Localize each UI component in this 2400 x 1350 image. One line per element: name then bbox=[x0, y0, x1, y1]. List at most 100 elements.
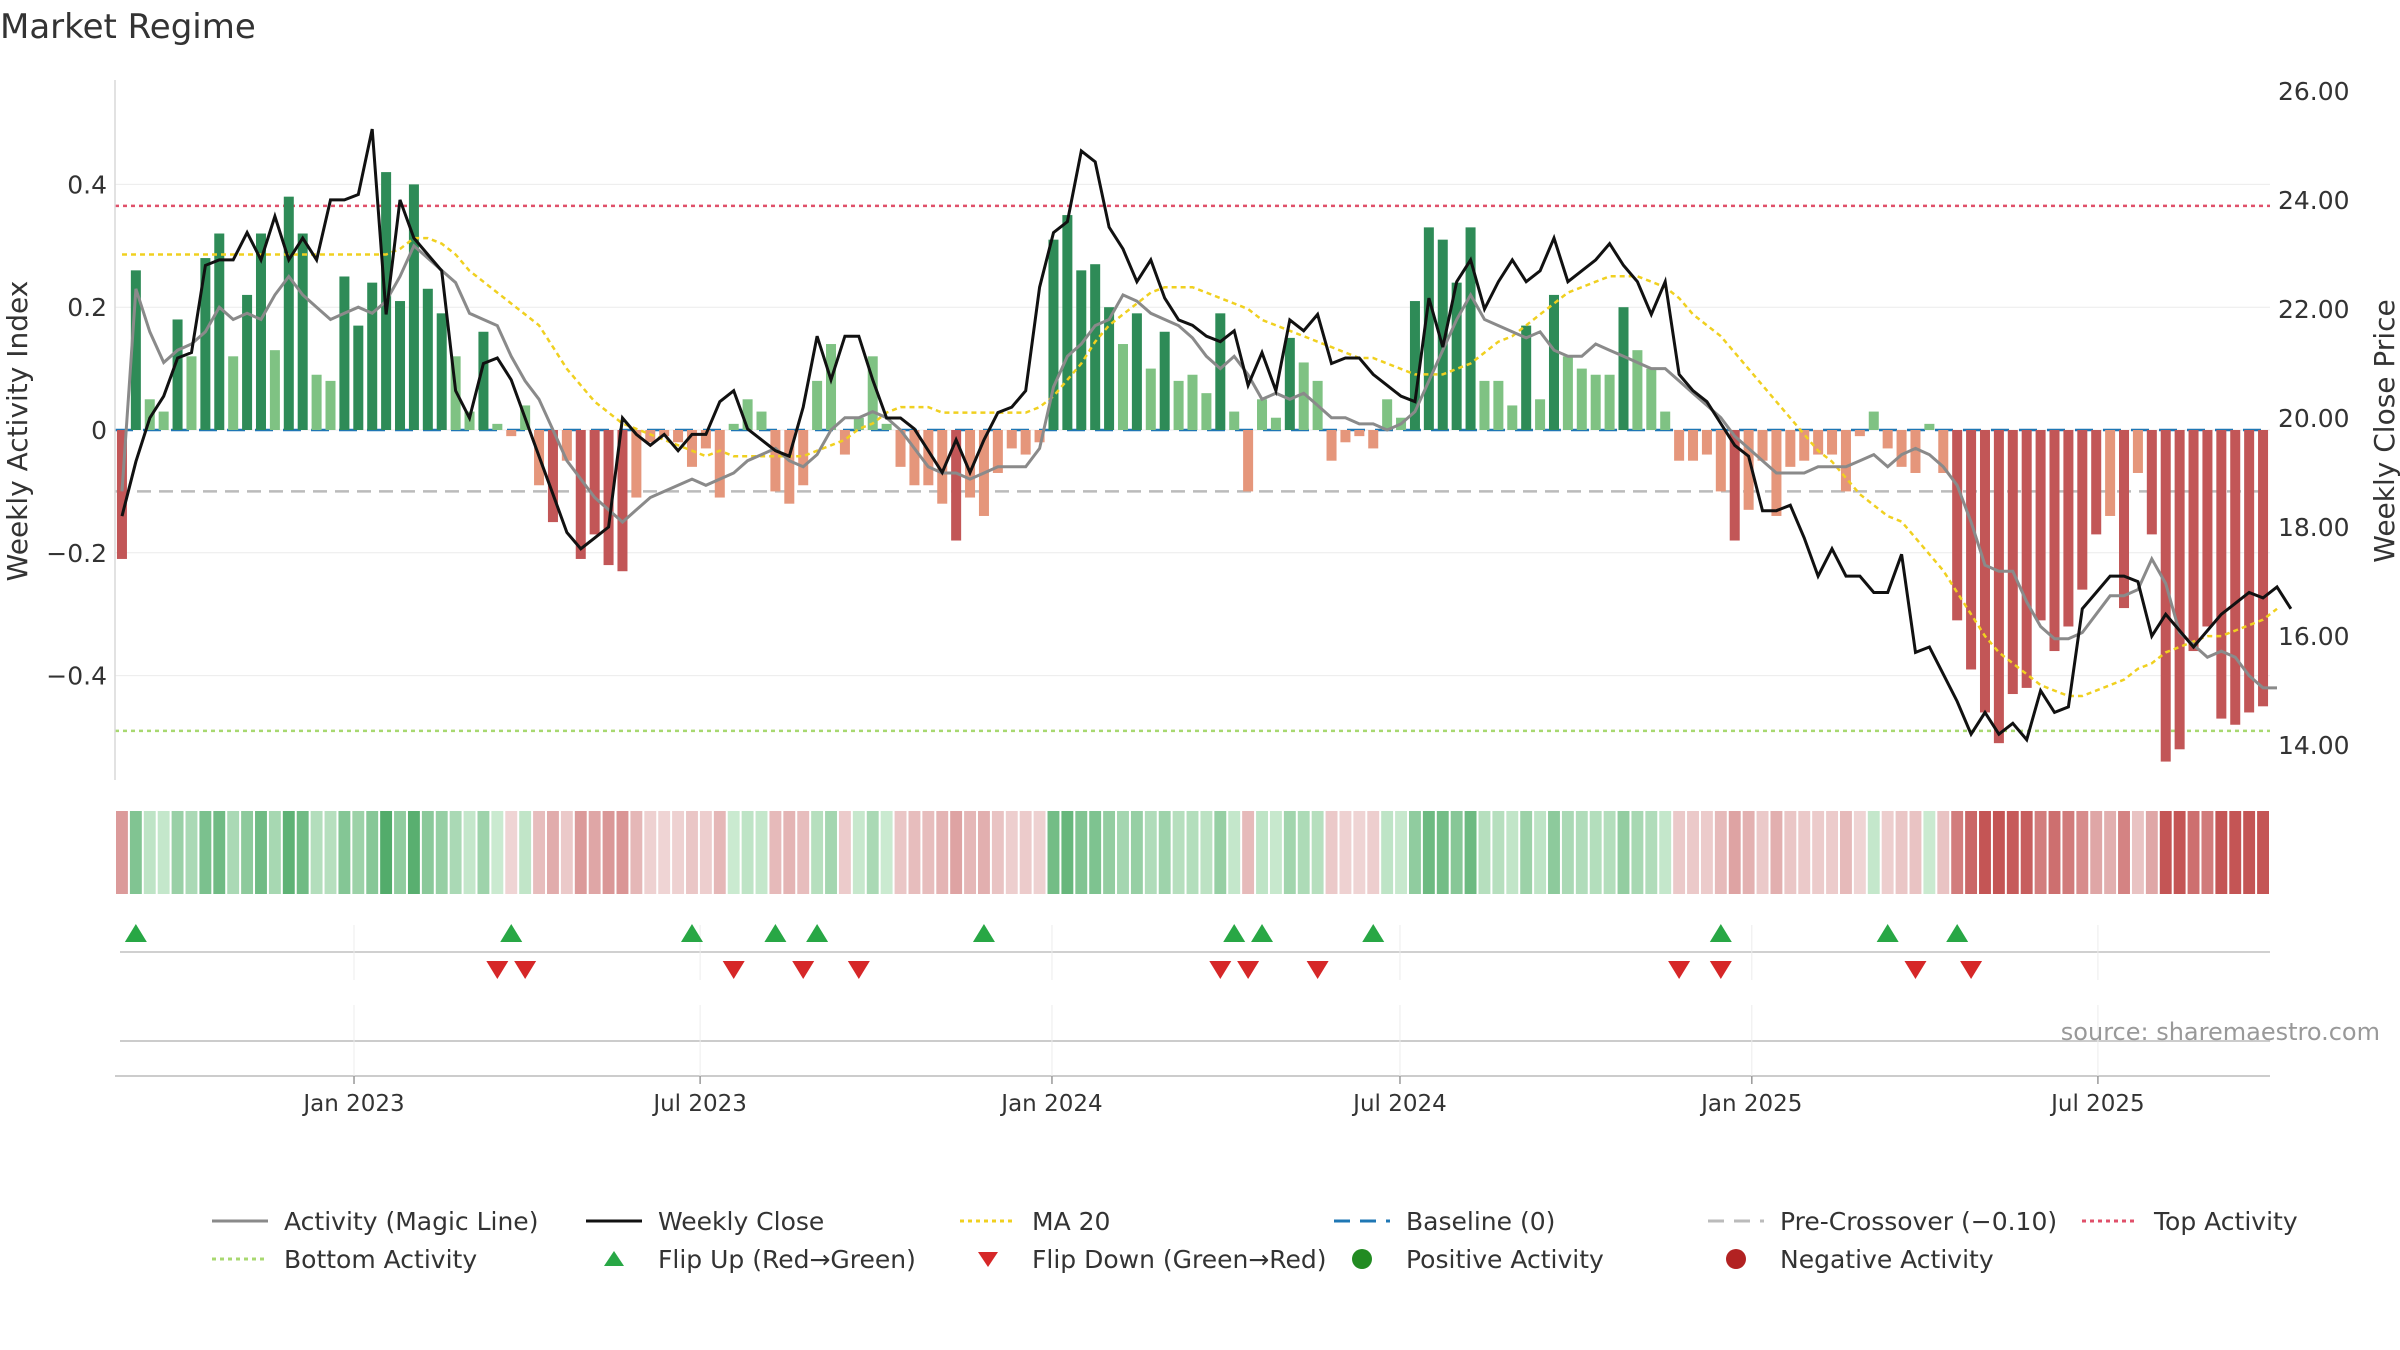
regime-strip-cell bbox=[1909, 811, 1922, 894]
activity-bar bbox=[1966, 430, 1977, 670]
regime-strip-cell bbox=[1561, 811, 1574, 894]
activity-bar bbox=[353, 325, 364, 430]
activity-bar bbox=[2007, 430, 2018, 695]
regime-strip-cell bbox=[199, 811, 212, 894]
regime-strip-cell bbox=[588, 811, 601, 894]
legend-item-top: Top Activity bbox=[2080, 1206, 2400, 1236]
legend-label: Pre-Crossover (−0.10) bbox=[1780, 1206, 2058, 1236]
regime-strip-cell bbox=[1033, 811, 1046, 894]
activity-bar bbox=[853, 417, 864, 430]
regime-strip-cell bbox=[296, 811, 309, 894]
activity-bar bbox=[1340, 430, 1351, 443]
activity-bar bbox=[436, 313, 447, 430]
activity-bar bbox=[408, 184, 419, 430]
activity-bar bbox=[992, 430, 1003, 473]
regime-strip-cell bbox=[2187, 811, 2200, 894]
activity-bar bbox=[2258, 430, 2269, 707]
regime-strip-cell bbox=[449, 811, 462, 894]
regime-strip-cell bbox=[2243, 811, 2256, 894]
legend-label: Flip Up (Red→Green) bbox=[658, 1244, 916, 1274]
regime-strip-cell bbox=[1728, 811, 1741, 894]
activity-bar bbox=[1952, 430, 1963, 621]
activity-bar bbox=[1576, 368, 1587, 430]
regime-strip-cell bbox=[1186, 811, 1199, 894]
activity-bar bbox=[631, 430, 642, 498]
legend-swatch bbox=[212, 1257, 268, 1261]
legend-swatch bbox=[960, 1219, 1016, 1223]
activity-bar bbox=[1076, 270, 1087, 430]
weekly-close-line bbox=[120, 128, 2293, 743]
regime-strip-cell bbox=[463, 811, 476, 894]
y-right-tick-label: 24.00 bbox=[2278, 186, 2350, 215]
regime-strip-cell bbox=[1979, 811, 1991, 894]
regime-strip-cell bbox=[547, 811, 559, 894]
activity-bar bbox=[395, 301, 406, 430]
regime-strip-cell bbox=[2034, 811, 2047, 894]
activity-bar bbox=[1924, 423, 1935, 430]
activity-bar bbox=[937, 430, 948, 504]
activity-bar bbox=[951, 430, 962, 541]
regime-strip-cell bbox=[1617, 811, 1630, 894]
activity-bar bbox=[1715, 430, 1726, 492]
legend-item-magic: Activity (Magic Line) bbox=[210, 1206, 584, 1236]
activity-bar bbox=[1354, 430, 1365, 437]
y-axis-right-label: Weekly Close Price bbox=[2368, 299, 2400, 562]
activity-bar bbox=[1701, 430, 1712, 455]
activity-bar bbox=[2216, 430, 2227, 719]
regime-strip-cell bbox=[1422, 811, 1435, 894]
x-tick-label: Jul 2024 bbox=[1351, 1091, 1447, 1117]
x-tick-label: Jul 2025 bbox=[2049, 1091, 2145, 1117]
regime-strip-cell bbox=[1951, 811, 1964, 894]
regime-strip-cell bbox=[2090, 811, 2103, 894]
regime-strip-cell bbox=[421, 811, 434, 894]
flip-down-marker bbox=[486, 961, 509, 979]
legend-label: Flip Down (Green→Red) bbox=[1032, 1244, 1327, 1274]
y-right-tick-label: 26.00 bbox=[2278, 77, 2350, 106]
activity-bar bbox=[1423, 227, 1434, 430]
legend-label: Weekly Close bbox=[658, 1206, 825, 1236]
regime-strip-cell bbox=[394, 811, 406, 894]
regime-strip-cell bbox=[1228, 811, 1241, 894]
regime-strip-cell bbox=[991, 811, 1004, 894]
legend-swatch bbox=[978, 1252, 998, 1267]
regime-strip-cell bbox=[2048, 811, 2061, 894]
activity-bar bbox=[1104, 307, 1115, 430]
activity-bar bbox=[1827, 430, 1838, 455]
activity-bar bbox=[784, 430, 795, 504]
activity-bar bbox=[2049, 430, 2060, 652]
regime-strip-cell bbox=[741, 811, 754, 894]
legend-swatch-mark bbox=[604, 1251, 624, 1266]
regime-strip-cell bbox=[1047, 811, 1060, 894]
regime-strip-cell bbox=[1283, 811, 1296, 894]
flip-down-marker bbox=[1668, 961, 1691, 979]
legend-item-close: Weekly Close bbox=[584, 1206, 958, 1236]
x-tick-label: Jan 2023 bbox=[301, 1091, 404, 1117]
x-tick-label: Jan 2025 bbox=[1699, 1091, 1802, 1117]
regime-strip-cell bbox=[1742, 811, 1755, 894]
regime-strip-cell bbox=[1603, 811, 1616, 894]
activity-bar bbox=[1034, 430, 1045, 443]
flip-up-marker bbox=[972, 924, 995, 942]
activity-bar bbox=[2188, 430, 2199, 652]
activity-bar bbox=[2105, 430, 2116, 516]
regime-strip-cell bbox=[282, 811, 295, 894]
regime-strip-cell bbox=[1840, 811, 1852, 894]
activity-bar bbox=[2119, 430, 2130, 609]
legend-swatch bbox=[604, 1251, 624, 1266]
legend-swatch-mark bbox=[978, 1252, 998, 1267]
activity-bar bbox=[1062, 215, 1073, 430]
regime-strip-cell bbox=[1923, 811, 1936, 894]
legend-label: Negative Activity bbox=[1780, 1244, 1994, 1274]
regime-strip-cell bbox=[255, 811, 267, 894]
activity-bar bbox=[2021, 430, 2032, 688]
regime-strip-cell bbox=[171, 811, 184, 894]
flip-up-marker bbox=[124, 924, 147, 942]
flip-up-marker bbox=[1223, 924, 1246, 942]
regime-strip-cell bbox=[560, 811, 573, 894]
regime-strip-cell bbox=[699, 811, 712, 894]
legend-swatch bbox=[1726, 1249, 1746, 1269]
legend-swatch bbox=[586, 1219, 642, 1223]
regime-strip-cell bbox=[1395, 811, 1407, 894]
activity-bar bbox=[923, 430, 934, 486]
regime-strip-cell bbox=[602, 811, 615, 894]
